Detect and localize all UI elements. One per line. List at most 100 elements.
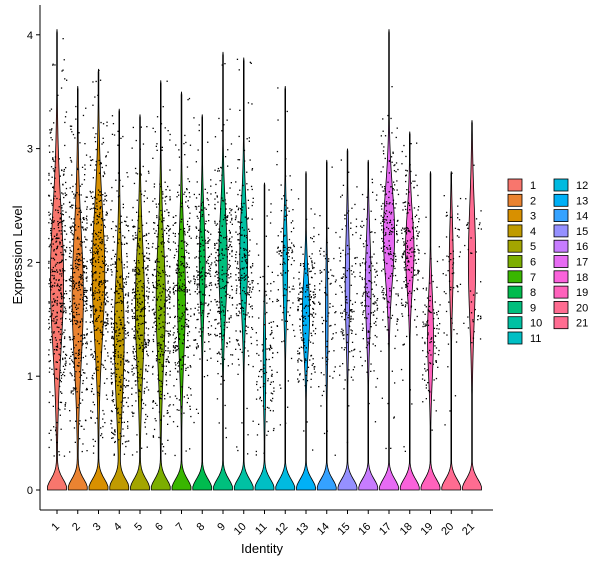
data-point: [176, 264, 178, 267]
data-point: [69, 241, 71, 243]
data-point: [50, 429, 52, 431]
data-point: [244, 216, 246, 218]
data-point: [409, 239, 412, 241]
data-point: [96, 218, 98, 221]
data-point: [105, 214, 107, 216]
data-point: [163, 242, 165, 244]
data-point: [280, 231, 282, 233]
data-point: [395, 304, 397, 306]
data-point: [158, 309, 160, 311]
data-point: [118, 340, 120, 342]
data-point: [174, 362, 176, 364]
data-point: [178, 268, 180, 270]
data-point: [53, 455, 55, 457]
data-point: [405, 180, 407, 183]
data-point: [204, 350, 206, 352]
data-point: [70, 373, 73, 375]
legend-key-3: [507, 209, 523, 223]
data-point: [79, 185, 82, 187]
data-point: [415, 274, 417, 276]
data-point: [327, 315, 329, 317]
data-point: [222, 309, 224, 311]
data-point: [340, 286, 342, 289]
data-point: [248, 230, 251, 232]
data-point: [176, 409, 178, 411]
data-point: [421, 378, 424, 380]
data-point: [73, 294, 75, 297]
data-point: [161, 146, 163, 148]
data-point: [56, 269, 58, 271]
data-point: [382, 231, 385, 233]
data-point: [57, 285, 59, 287]
data-point: [124, 386, 127, 388]
data-point: [267, 378, 269, 380]
data-point: [303, 265, 305, 267]
data-point: [79, 289, 81, 291]
data-point: [60, 328, 62, 331]
data-point: [183, 143, 185, 145]
data-point: [417, 235, 419, 237]
data-point: [415, 326, 417, 328]
data-point: [176, 425, 179, 428]
data-point: [439, 304, 441, 306]
data-point: [288, 255, 290, 258]
data-point: [383, 298, 386, 300]
data-point: [209, 275, 212, 277]
data-point: [310, 290, 312, 292]
data-point: [218, 240, 220, 242]
data-point: [55, 253, 57, 255]
data-point: [161, 336, 163, 338]
data-point: [230, 143, 233, 145]
data-point: [323, 319, 325, 322]
data-point: [290, 263, 293, 266]
data-point: [74, 205, 77, 207]
data-point: [220, 166, 222, 169]
data-point: [392, 275, 394, 277]
data-point: [312, 294, 315, 296]
data-point: [229, 231, 231, 233]
data-point: [92, 236, 95, 238]
legend-key-8: [507, 285, 523, 299]
data-point: [392, 255, 394, 257]
data-point: [396, 224, 398, 226]
data-point: [266, 434, 268, 436]
data-point: [382, 216, 384, 219]
data-point: [100, 191, 102, 193]
data-point: [102, 418, 104, 420]
data-point: [410, 292, 412, 294]
data-point: [332, 305, 334, 307]
data-point: [354, 203, 356, 206]
data-point: [96, 320, 98, 322]
data-point: [142, 402, 145, 405]
data-point: [429, 310, 431, 313]
data-point: [319, 289, 321, 291]
data-point: [127, 317, 129, 319]
data-point: [70, 355, 72, 357]
data-point: [134, 295, 136, 297]
data-point: [169, 298, 171, 300]
data-point: [235, 292, 238, 294]
data-point: [127, 305, 129, 307]
data-point: [209, 348, 211, 350]
data-point: [297, 309, 299, 312]
data-point: [189, 405, 191, 407]
data-point: [138, 396, 140, 398]
data-point: [70, 305, 73, 307]
data-point: [55, 377, 57, 379]
data-point: [82, 279, 84, 281]
data-point: [104, 244, 106, 246]
data-point: [51, 368, 53, 370]
data-point: [64, 405, 66, 407]
data-point: [313, 235, 315, 238]
data-point: [188, 229, 190, 231]
data-point: [405, 193, 408, 195]
data-point: [139, 311, 142, 313]
data-point: [216, 195, 218, 197]
data-point: [388, 222, 391, 224]
data-point: [59, 243, 61, 245]
data-point: [93, 230, 95, 232]
data-point: [374, 310, 376, 312]
data-point: [102, 175, 104, 177]
data-point: [404, 450, 406, 452]
data-point: [383, 248, 385, 250]
